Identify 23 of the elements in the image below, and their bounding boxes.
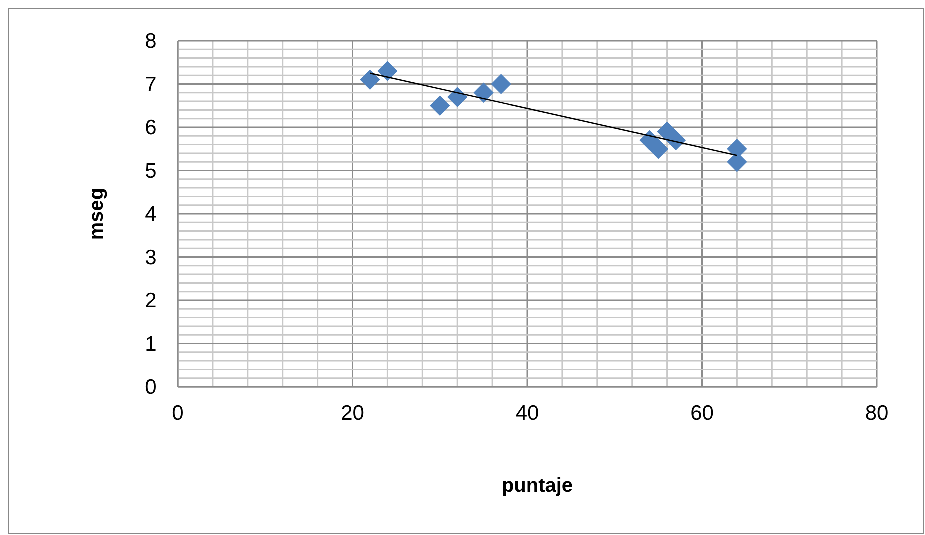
x-tick-label: 20	[341, 402, 364, 425]
point	[474, 82, 494, 103]
point	[378, 61, 398, 82]
x-axis-title: puntaje	[502, 475, 574, 497]
y-tick-label: 1	[145, 332, 157, 356]
y-tick-label: 8	[145, 30, 157, 53]
point	[430, 96, 450, 116]
x-tick-label: 40	[516, 402, 540, 425]
point	[360, 70, 380, 90]
point	[648, 139, 669, 160]
y-tick-label: 0	[145, 376, 157, 399]
y-tick-label: 5	[145, 160, 157, 183]
x-tick-label: 60	[690, 402, 714, 425]
y-tick-label: 2	[145, 290, 157, 312]
y-tick-label: 3	[145, 246, 157, 270]
point	[491, 74, 512, 94]
y-tick-label: 6	[145, 116, 157, 140]
x-tick-label: 80	[865, 402, 889, 425]
y-tick-label: 4	[145, 203, 158, 226]
x-tick-label: 0	[172, 402, 184, 425]
y-tick-label: 7	[145, 73, 157, 96]
y-axis-title: mseg	[86, 188, 108, 240]
point	[448, 87, 468, 108]
